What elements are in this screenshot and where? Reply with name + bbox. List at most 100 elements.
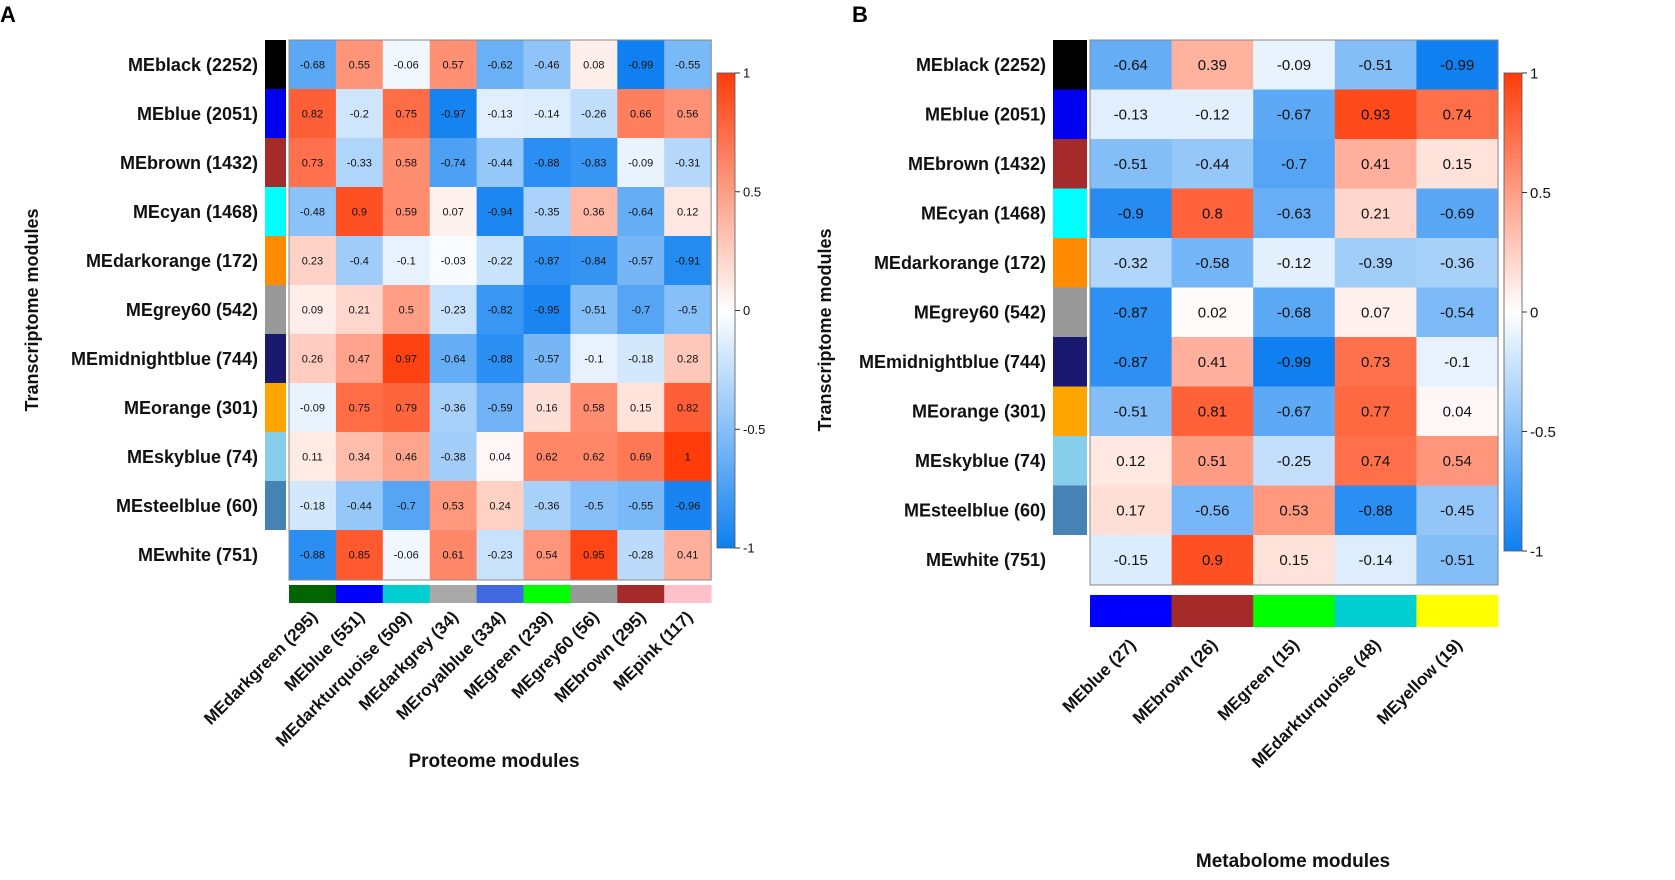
- cell-value: 0.9: [352, 206, 367, 218]
- heatmap-cell: [1416, 89, 1499, 140]
- heatmap-cell: [289, 89, 337, 139]
- cell-value: -0.09: [1277, 57, 1311, 74]
- heatmap-frame: [1089, 39, 1499, 586]
- heatmap-cell: [523, 432, 571, 482]
- cell-value: 0.73: [1361, 354, 1390, 371]
- heatmap-cell: [1171, 287, 1254, 338]
- heatmap-cell: [1171, 535, 1254, 586]
- heatmap-cell: [523, 236, 571, 286]
- column-color-bar: [570, 585, 618, 603]
- cell-value: -0.4: [350, 255, 369, 267]
- heatmap-cell: [570, 383, 618, 433]
- cell-value: 0.12: [677, 206, 698, 218]
- cell-value: -0.54: [1440, 305, 1474, 322]
- cell-value: -0.36: [534, 500, 559, 512]
- cell-value: 0.46: [396, 451, 417, 463]
- cell-value: 0.56: [677, 108, 698, 120]
- cell-value: -0.99: [1440, 57, 1474, 74]
- heatmap-cell: [1253, 337, 1336, 388]
- heatmap-cell: [570, 334, 618, 384]
- heatmap-cell: [664, 138, 712, 188]
- legend-tick-label: -1: [743, 541, 755, 556]
- heatmap-cell: [289, 285, 337, 335]
- cell-value: 0.07: [1361, 305, 1390, 322]
- row-label: MEbrown (1432): [908, 154, 1046, 174]
- cell-value: -0.2: [350, 108, 369, 120]
- heatmap-cell: [570, 89, 618, 139]
- heatmap-cell: [617, 432, 665, 482]
- heatmap-cell: [429, 89, 478, 139]
- column-color-bar: [382, 585, 431, 603]
- cell-value: 0.57: [442, 59, 463, 71]
- cell-value: -0.12: [1195, 107, 1229, 124]
- heatmap-cell: [1090, 188, 1173, 239]
- row-label: MEgrey60 (542): [126, 300, 258, 320]
- cell-value: -0.57: [534, 353, 559, 365]
- legend-tick-label: -0.5: [1530, 424, 1556, 441]
- cell-value: 0.58: [583, 402, 604, 414]
- cell-value: 0.23: [302, 255, 323, 267]
- y-axis-title: Transcriptome modules: [815, 228, 835, 431]
- heatmap-cell: [382, 383, 431, 433]
- cell-value: -0.25: [1277, 453, 1311, 470]
- heatmap-cell: [476, 138, 525, 188]
- cell-value: 0.75: [349, 402, 370, 414]
- heatmap-cell: [429, 432, 478, 482]
- heatmap-cell: [523, 481, 571, 531]
- cell-value: 0.53: [442, 500, 463, 512]
- cell-value: -0.1: [1444, 354, 1470, 371]
- heatmap-cell: [289, 383, 337, 433]
- heatmap-cell: [289, 187, 337, 237]
- legend-tick-label: 0: [743, 303, 750, 318]
- cell-value: -0.36: [1440, 255, 1474, 272]
- cell-value: -0.33: [347, 157, 372, 169]
- heatmap-cell: [1171, 238, 1254, 289]
- cell-value: -0.68: [300, 59, 325, 71]
- cell-value: 0.24: [489, 500, 510, 512]
- cell-value: 0.55: [349, 59, 370, 71]
- heatmap-cell: [570, 138, 618, 188]
- row-color-bar: [1053, 139, 1087, 189]
- heatmap-cell: [1416, 485, 1499, 536]
- cell-value: 0.15: [630, 402, 651, 414]
- cell-value: 0.59: [396, 206, 417, 218]
- heatmap-cell: [1090, 485, 1173, 536]
- row-color-bar: [1053, 188, 1087, 239]
- cell-value: 0.07: [442, 206, 463, 218]
- heatmap-cell: [335, 236, 384, 286]
- cell-value: 0.85: [349, 549, 370, 561]
- heatmap-cell: [335, 481, 384, 531]
- row-label: MEcyan (1468): [133, 202, 258, 222]
- heatmap-cell: [476, 89, 525, 139]
- cell-value: 0.08: [583, 59, 604, 71]
- cell-value: 0.74: [1361, 453, 1390, 470]
- cell-value: 0.04: [1443, 404, 1472, 421]
- heatmap-cell: [429, 334, 478, 384]
- heatmap-cell: [1416, 337, 1499, 388]
- cell-value: -0.13: [488, 108, 513, 120]
- heatmap-cell: [617, 530, 665, 580]
- heatmap-cell: [570, 236, 618, 286]
- cell-value: 0.15: [1443, 156, 1472, 173]
- heatmap-cell: [523, 383, 571, 433]
- heatmap-cell: [1253, 188, 1336, 239]
- heatmap-cell: [523, 187, 571, 237]
- cell-value: -0.96: [675, 500, 700, 512]
- heatmap-cell: [1253, 139, 1336, 190]
- heatmap-cell: [523, 530, 571, 580]
- cell-value: 0.41: [677, 549, 698, 561]
- cell-value: -0.56: [1195, 503, 1229, 520]
- x-axis-title: Metabolome modules: [1196, 851, 1390, 872]
- cell-value: 0.34: [349, 451, 370, 463]
- heatmap-cell: [476, 285, 525, 335]
- heatmap-cell: [289, 40, 337, 90]
- heatmap-cell: [1416, 40, 1499, 91]
- heatmap-cell: [382, 481, 431, 531]
- cell-value: -0.38: [441, 451, 466, 463]
- cell-value: 0.51: [1198, 453, 1227, 470]
- heatmap-cell: [1334, 337, 1417, 388]
- cell-value: -0.13: [1114, 107, 1148, 124]
- heatmap-cell: [617, 383, 665, 433]
- cell-value: 0.58: [396, 157, 417, 169]
